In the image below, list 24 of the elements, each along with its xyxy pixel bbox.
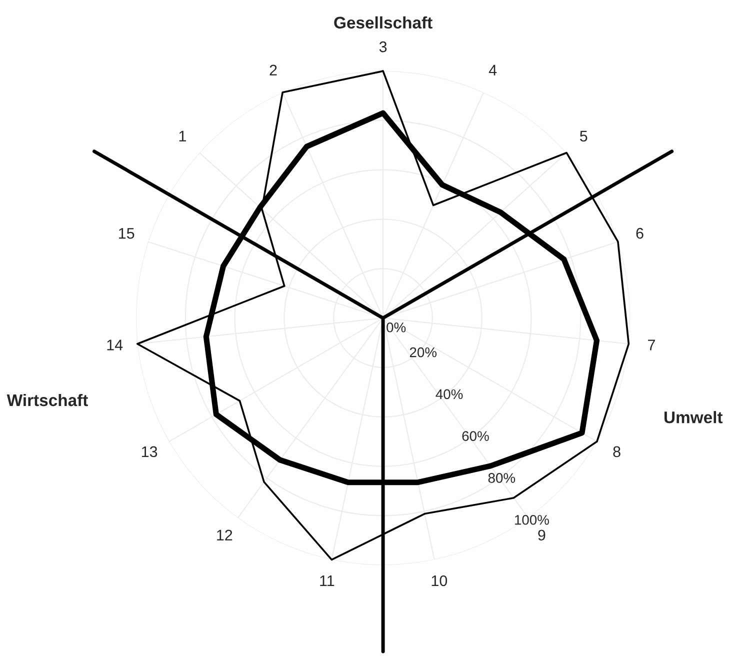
text: Wirtschaft <box>6 394 88 406</box>
y-tick-label: 0% <box>386 322 406 332</box>
text: Umwelt <box>664 411 723 424</box>
spoke-label: 15 <box>119 228 134 239</box>
y-tick-label: 20% <box>410 347 437 358</box>
y-tick-label: 80% <box>488 473 516 483</box>
spoke-label: 6 <box>636 228 644 239</box>
spoke-label: 14 <box>107 340 123 350</box>
y-tick-label: 60% <box>462 431 489 441</box>
spoke-label: 8 <box>613 446 620 458</box>
y-tick-label: 40% <box>436 389 463 400</box>
spoke-label: 1 <box>179 130 186 142</box>
spoke-label: 13 <box>142 446 158 458</box>
y-tick-label: 100% <box>514 514 549 525</box>
spoke-label: 12 <box>217 530 232 540</box>
spoke-label: 3 <box>379 41 387 52</box>
spoke-label: 5 <box>580 130 588 142</box>
spoke-label: 4 <box>488 64 497 76</box>
text: Gesellschaft <box>334 16 432 29</box>
spoke-label: 9 <box>538 530 546 541</box>
spoke-label: 10 <box>432 575 448 586</box>
spoke-label: 11 <box>320 576 334 586</box>
spoke-label: 7 <box>648 340 655 350</box>
spoke-label: 2 <box>270 64 277 76</box>
